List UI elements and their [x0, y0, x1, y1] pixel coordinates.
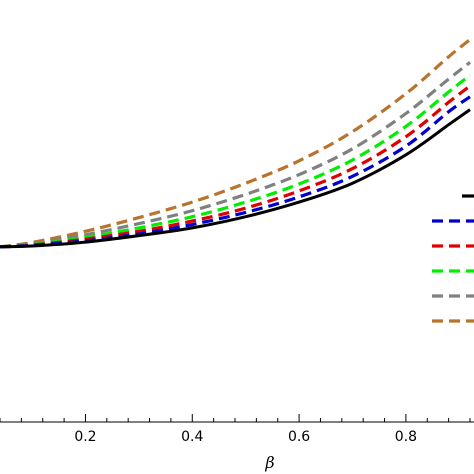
x-axis: 0.2 0.4 0.6 0.8 [0, 414, 474, 445]
x-tick-label: 0.4 [181, 429, 203, 445]
series-line-5 [0, 61, 471, 249]
x-tick-label: 0.6 [288, 429, 310, 445]
series-line-3 [0, 84, 471, 249]
series-line-1 [0, 108, 471, 249]
legend [432, 194, 474, 323]
series-line-2 [0, 95, 471, 249]
x-tick-label: 0.8 [395, 429, 417, 445]
series-curves [0, 38, 471, 249]
series-line-4 [0, 74, 471, 249]
x-tick-label: 0.2 [74, 429, 96, 445]
series-line-6 [0, 38, 471, 249]
x-axis-title: β [264, 453, 274, 472]
